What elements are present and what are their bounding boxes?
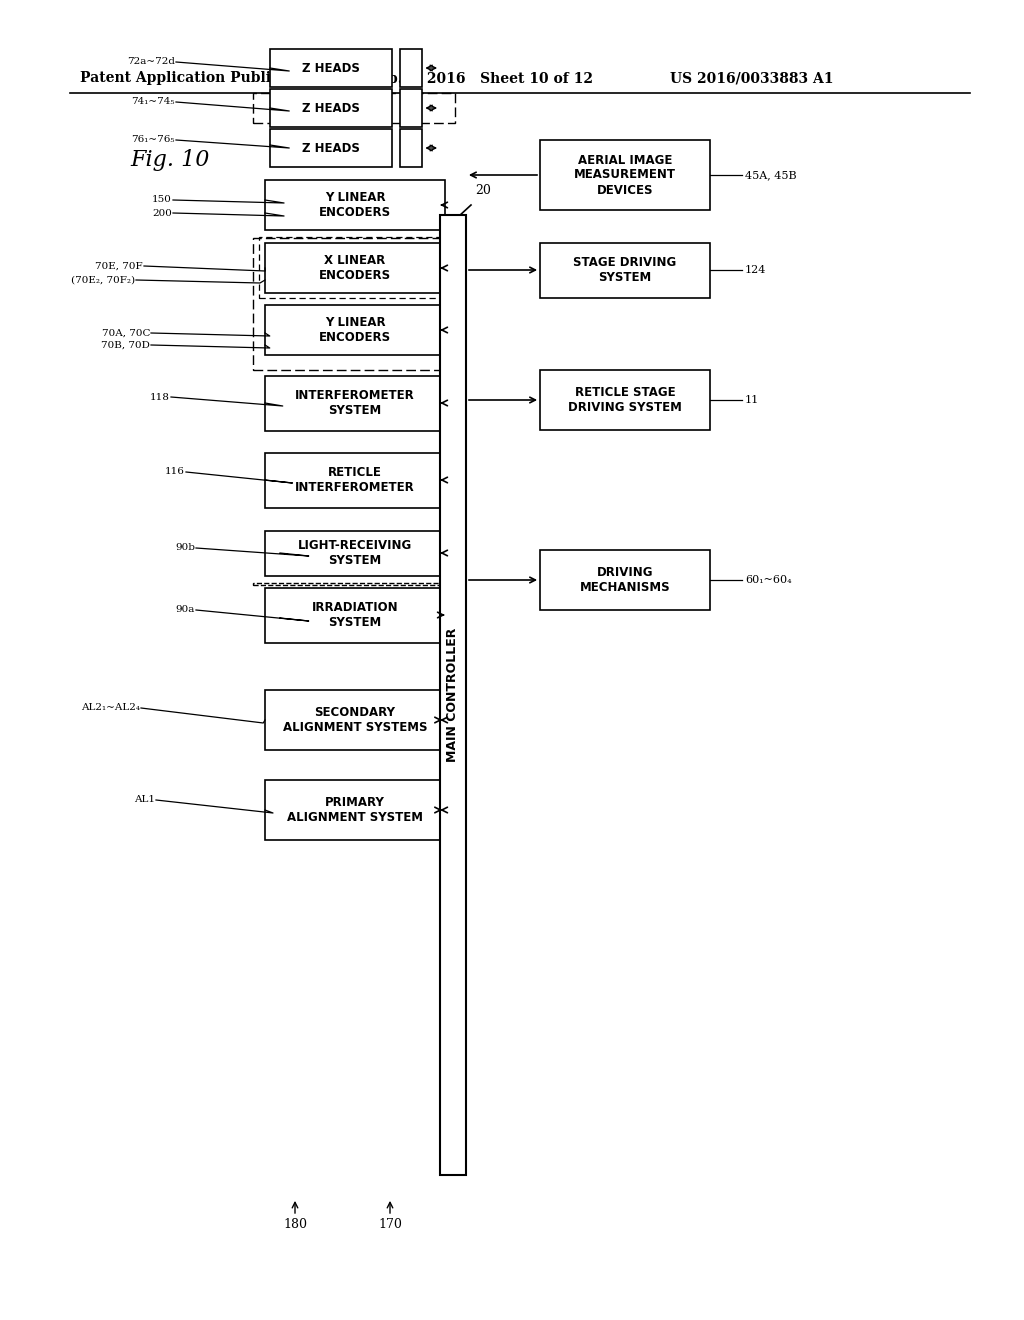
Text: 76₁~76₅: 76₁~76₅ <box>131 136 175 144</box>
Text: 45A, 45B: 45A, 45B <box>745 170 797 180</box>
Text: IRRADIATION
SYSTEM: IRRADIATION SYSTEM <box>311 601 398 630</box>
Text: 70A, 70C: 70A, 70C <box>101 329 150 338</box>
Text: Y LINEAR
ENCODERS: Y LINEAR ENCODERS <box>318 315 391 345</box>
Bar <box>265 305 445 355</box>
Text: 72a~72d: 72a~72d <box>127 58 175 66</box>
Bar <box>270 49 392 87</box>
Text: 170: 170 <box>378 1218 402 1232</box>
Text: AERIAL IMAGE
MEASUREMENT
DEVICES: AERIAL IMAGE MEASUREMENT DEVICES <box>574 153 676 197</box>
Text: 11: 11 <box>745 395 759 405</box>
Text: LIGHT-RECEIVING
SYSTEM: LIGHT-RECEIVING SYSTEM <box>298 539 412 568</box>
Text: AL1: AL1 <box>134 796 155 804</box>
Text: INTERFEROMETER
SYSTEM: INTERFEROMETER SYSTEM <box>295 389 415 417</box>
Text: Patent Application Publication: Patent Application Publication <box>80 71 319 84</box>
Text: 116: 116 <box>165 467 185 477</box>
Text: X LINEAR
ENCODERS: X LINEAR ENCODERS <box>318 253 391 282</box>
Bar <box>540 370 710 430</box>
Text: AL2₁~AL2₄: AL2₁~AL2₄ <box>81 704 140 713</box>
Text: Fig. 10: Fig. 10 <box>130 149 209 172</box>
Bar <box>265 375 445 430</box>
Text: RETICLE
INTERFEROMETER: RETICLE INTERFEROMETER <box>295 466 415 494</box>
Text: (70E₂, 70F₂): (70E₂, 70F₂) <box>71 276 135 285</box>
Bar <box>265 243 445 293</box>
Bar <box>265 531 445 576</box>
Text: 20: 20 <box>475 183 490 197</box>
Text: RETICLE STAGE
DRIVING SYSTEM: RETICLE STAGE DRIVING SYSTEM <box>568 385 682 414</box>
Text: Z HEADS: Z HEADS <box>302 62 360 74</box>
Text: 150: 150 <box>153 195 172 205</box>
Bar <box>540 140 710 210</box>
Bar <box>265 780 445 840</box>
Text: 60₁~60₄: 60₁~60₄ <box>745 576 792 585</box>
Bar <box>253 583 455 585</box>
Text: 180: 180 <box>283 1218 307 1232</box>
Text: STAGE DRIVING
SYSTEM: STAGE DRIVING SYSTEM <box>573 256 677 284</box>
Text: US 2016/0033883 A1: US 2016/0033883 A1 <box>670 71 834 84</box>
Text: 90b: 90b <box>175 544 195 553</box>
Bar <box>265 453 445 507</box>
Bar <box>400 49 422 87</box>
Text: Y LINEAR
ENCODERS: Y LINEAR ENCODERS <box>318 191 391 219</box>
Text: 74₁~74₅: 74₁~74₅ <box>131 98 175 107</box>
Text: 70E, 70F: 70E, 70F <box>95 261 143 271</box>
Text: 70B, 70D: 70B, 70D <box>101 341 150 350</box>
Text: Z HEADS: Z HEADS <box>302 102 360 115</box>
Text: SECONDARY
ALIGNMENT SYSTEMS: SECONDARY ALIGNMENT SYSTEMS <box>283 706 427 734</box>
Text: 90a: 90a <box>176 606 195 615</box>
Bar <box>270 129 392 168</box>
Bar <box>440 215 466 1175</box>
Text: MAIN CONTROLLER: MAIN CONTROLLER <box>446 628 460 762</box>
Text: Feb. 4, 2016   Sheet 10 of 12: Feb. 4, 2016 Sheet 10 of 12 <box>370 71 593 84</box>
Bar <box>265 180 445 230</box>
Bar <box>540 550 710 610</box>
Bar <box>540 243 710 297</box>
Text: 200: 200 <box>153 209 172 218</box>
Bar <box>265 690 445 750</box>
Bar <box>400 129 422 168</box>
Text: PRIMARY
ALIGNMENT SYSTEM: PRIMARY ALIGNMENT SYSTEM <box>287 796 423 824</box>
Text: Z HEADS: Z HEADS <box>302 141 360 154</box>
Bar <box>400 88 422 127</box>
Text: 124: 124 <box>745 265 766 275</box>
Text: 118: 118 <box>151 392 170 401</box>
Bar <box>253 238 455 370</box>
Text: DRIVING
MECHANISMS: DRIVING MECHANISMS <box>580 566 671 594</box>
Bar <box>265 587 445 643</box>
Bar <box>259 238 450 298</box>
Bar <box>253 92 455 123</box>
Bar <box>270 88 392 127</box>
